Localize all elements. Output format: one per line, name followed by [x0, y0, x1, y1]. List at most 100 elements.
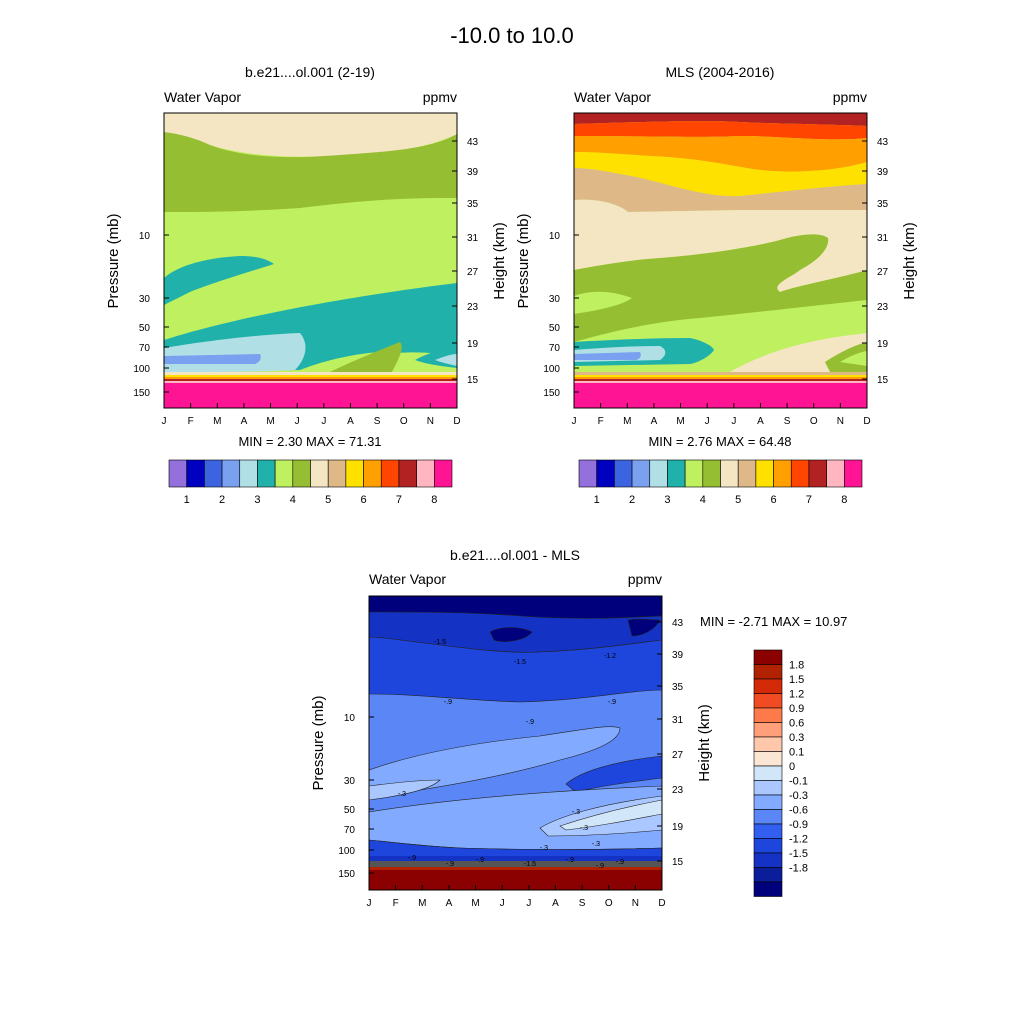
x-tick-label: J	[295, 416, 300, 427]
x-tick-label: M	[418, 898, 426, 909]
x-tick-label: A	[757, 416, 764, 427]
colorbar-label: -1.8	[789, 863, 808, 875]
contour-label: -1.2	[604, 653, 616, 660]
contour-label: -.9	[444, 699, 452, 706]
panel-mls-units-label: ppmv	[833, 89, 867, 105]
pressure-tick-label: 100	[543, 364, 560, 375]
colorbar-label: 8	[431, 494, 437, 506]
contour-label: -.3	[398, 791, 406, 798]
colorbar-swatch	[363, 459, 382, 488]
band-tropopause-6	[164, 375, 457, 377]
band-lt-1.8-patch	[489, 627, 533, 642]
band-4.5	[164, 132, 457, 212]
x-tick-label: O	[400, 416, 408, 427]
band-1.5-near-tropopause	[369, 856, 662, 862]
height-tick-label: 43	[672, 618, 684, 629]
x-tick-label: J	[367, 898, 372, 909]
colorbar-label: 0	[789, 761, 795, 773]
x-tick-label: S	[784, 416, 791, 427]
panel-diff-stats: MIN = -2.71 MAX = 10.97	[700, 614, 847, 629]
contour-label: -.9	[596, 863, 604, 870]
pressure-tick-label: 10	[549, 231, 561, 242]
panel-model-contour-field	[164, 113, 457, 408]
colorbar-swatch	[753, 838, 783, 854]
height-tick-label: 31	[877, 233, 889, 244]
x-tick-label: N	[427, 416, 434, 427]
band-tropopause-6	[574, 375, 867, 377]
band-4.0-lower	[825, 342, 867, 372]
height-tick-label: 23	[877, 302, 889, 313]
x-tick-label: A	[347, 416, 354, 427]
colorbar-label: 6	[771, 494, 777, 506]
band-3.5	[574, 291, 632, 314]
contour-label: -.9	[408, 855, 416, 862]
colorbar-label: 8	[841, 494, 847, 506]
colorbar-swatch	[274, 459, 294, 488]
colorbar-swatch	[310, 459, 329, 488]
pressure-tick-label: 100	[133, 364, 150, 375]
x-tick-label: D	[453, 416, 460, 427]
pressure-tick-label: 10	[139, 231, 151, 242]
colorbar-label: 5	[325, 494, 331, 506]
band-5.0	[574, 168, 867, 212]
panel-model-frame	[163, 112, 458, 409]
panel-diff-colorbar: 1.8 1.5 1.2 0.9 0.6 0.3 0.1 0 -0.1 -0.3 -0.6 -0.9 -1…	[753, 649, 808, 897]
x-tick-label: D	[863, 416, 870, 427]
band-tropopause-7	[164, 377, 457, 379]
band-1.2-near-tropopause	[369, 839, 662, 861]
height-tick-label: 19	[672, 822, 684, 833]
colorbar-swatch	[416, 459, 435, 488]
colorbar-swatch	[667, 459, 686, 488]
height-tick-label: 27	[467, 267, 479, 278]
panel-mls-colorbar: 1 2 3 4 5 6 7 8	[578, 459, 863, 506]
band-3.5-upper	[164, 256, 274, 305]
contour-label: -1.5	[514, 659, 526, 666]
colorbar-label: 7	[806, 494, 812, 506]
panel-diff-variable-label: Water Vapor	[369, 571, 446, 587]
x-tick-label: N	[837, 416, 844, 427]
height-tick-label: 19	[877, 339, 889, 350]
x-tick-label: J	[500, 898, 505, 909]
x-tick-label: A	[651, 416, 658, 427]
height-tick-label: 27	[877, 267, 889, 278]
panel-model-colorbar: 1 2 3 4 5 6 7 8	[168, 459, 453, 506]
x-tick-label: J	[321, 416, 326, 427]
band-3.0-corner	[435, 354, 457, 366]
height-tick-label: 39	[877, 167, 889, 178]
colorbar-label: 6	[361, 494, 367, 506]
colorbar-swatch	[168, 459, 187, 488]
band-lt-1.8-patch-2	[627, 618, 661, 637]
height-tick-label: 31	[672, 715, 684, 726]
height-tick-label: 23	[672, 785, 684, 796]
x-tick-label: O	[810, 416, 818, 427]
panel-mls-frame	[573, 112, 868, 409]
colorbar-swatch	[753, 794, 783, 810]
panel-diff-title: b.e21....ol.001 - MLS	[450, 547, 580, 563]
x-tick-label: J	[572, 416, 577, 427]
panel-mls-ylabel-right: Height (km)	[901, 222, 918, 300]
band-4.5	[574, 199, 867, 292]
panel-model-title: b.e21....ol.001 (2-19)	[245, 64, 375, 80]
colorbar-label: 7	[396, 494, 402, 506]
band-tropopause-gray	[369, 861, 662, 867]
panel-model-variable-label: Water Vapor	[164, 89, 241, 105]
contour-label: -.3	[572, 809, 580, 816]
colorbar-swatch	[434, 459, 453, 488]
x-tick-label: S	[579, 898, 586, 909]
x-tick-label: S	[374, 416, 381, 427]
panel-diff: b.e21....ol.001 - MLS Water Vapor ppmv -…	[310, 547, 847, 909]
colorbar-swatch	[614, 459, 633, 488]
panel-mls-variable-label: Water Vapor	[574, 89, 651, 105]
colorbar-swatch	[755, 459, 774, 488]
panel-diff-contour-field	[369, 596, 662, 890]
colorbar-swatch	[221, 459, 241, 488]
pressure-tick-label: 30	[344, 776, 356, 787]
height-tick-label: 35	[877, 199, 889, 210]
colorbar-swatch	[844, 459, 863, 488]
panel-model: b.e21....ol.001 (2-19) Water Vapor ppmv …	[105, 64, 508, 506]
band-5.5	[574, 152, 867, 197]
band-4.0	[574, 234, 867, 342]
panel-diff-units-label: ppmv	[628, 571, 662, 587]
x-tick-label: A	[446, 898, 453, 909]
